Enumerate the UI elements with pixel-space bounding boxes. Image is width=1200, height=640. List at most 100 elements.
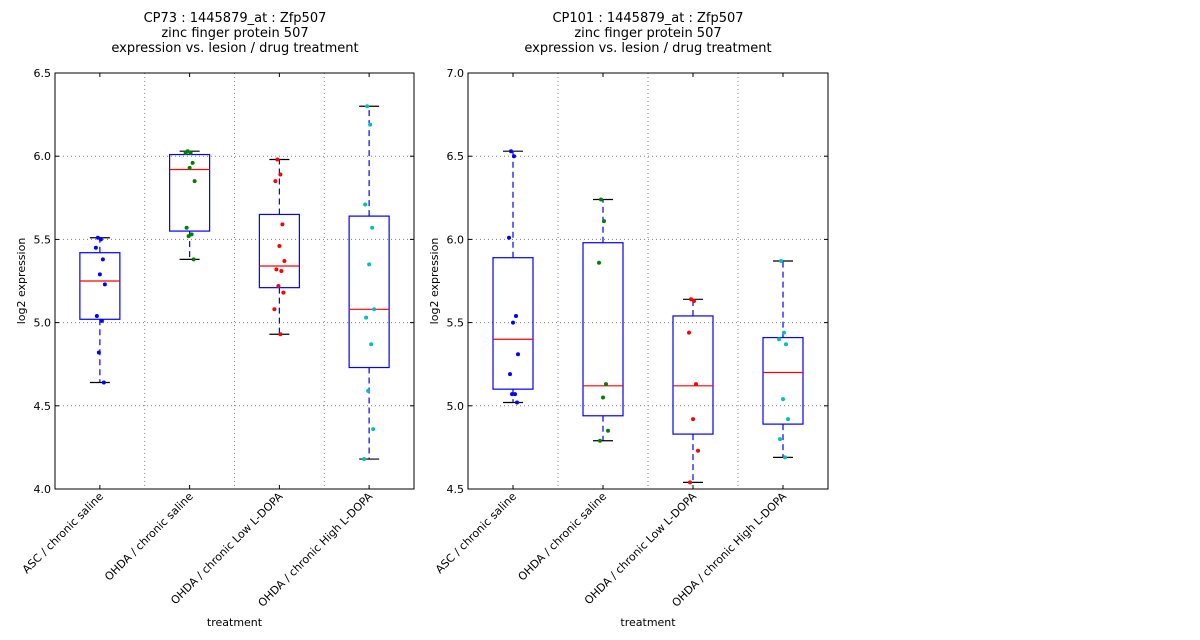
data-point (687, 330, 691, 335)
data-point (606, 428, 610, 433)
box-iqr (348, 215, 390, 369)
box-iqr (582, 242, 624, 417)
data-point (362, 457, 367, 462)
chart-title-line: zinc finger protein 507 (161, 26, 308, 41)
data-point (511, 320, 515, 325)
data-point (280, 222, 285, 227)
data-point (371, 427, 376, 432)
data-point (370, 225, 375, 230)
data-point (515, 400, 519, 405)
data-point (274, 267, 279, 272)
y-tick-label: 4.5 (34, 400, 52, 413)
data-point (507, 235, 511, 240)
data-point (696, 448, 700, 453)
data-point (513, 392, 517, 397)
data-point (781, 397, 785, 402)
data-point (509, 149, 513, 154)
chart-title-line: CP101 : 1445879_at : Zfp507 (552, 11, 743, 26)
data-point (365, 104, 370, 109)
plot-frame (54, 72, 415, 490)
chart-title-line: expression vs. lesion / drug treatment (524, 41, 771, 56)
box-iqr (492, 257, 534, 390)
y-tick-label: 6.0 (447, 233, 465, 246)
y-tick-label: 4.0 (34, 483, 52, 496)
data-point (601, 395, 605, 400)
data-point (508, 372, 512, 377)
data-point (191, 257, 196, 262)
data-point (688, 480, 692, 485)
data-point (778, 437, 782, 442)
y-tick-label: 7.0 (447, 67, 465, 80)
data-point (189, 232, 194, 237)
chart-title-line: expression vs. lesion / drug treatment (111, 41, 358, 56)
chart-title-line: CP73 : 1445879_at : Zfp507 (144, 11, 327, 26)
data-point (784, 342, 788, 347)
y-tick-label: 4.5 (447, 483, 465, 496)
box-group-3 (672, 297, 714, 485)
y-tick-label: 5.5 (447, 317, 465, 330)
data-point (367, 262, 372, 267)
data-point (689, 297, 693, 302)
x-tick-label: ASC / chronic saline (433, 490, 519, 576)
data-point (278, 332, 283, 337)
x-axis-label: treatment (207, 616, 263, 629)
box-group-1 (79, 235, 121, 385)
box-iqr (762, 336, 804, 425)
y-tick-label: 6.5 (34, 67, 52, 80)
data-point (187, 165, 192, 170)
data-point (598, 438, 602, 443)
chart-title-line: zinc finger protein 507 (574, 26, 721, 41)
data-point (100, 257, 105, 262)
data-point (186, 234, 191, 239)
data-point (99, 318, 104, 323)
data-point (364, 315, 369, 320)
y-tick-label: 5.5 (34, 233, 52, 246)
data-point (602, 219, 606, 224)
box-group-2 (582, 197, 624, 443)
data-point (272, 307, 277, 312)
box-group-3 (258, 157, 300, 337)
data-point (514, 313, 518, 318)
data-point (363, 202, 368, 207)
x-axis-label: treatment (620, 616, 676, 629)
data-point (372, 307, 377, 312)
data-point (184, 225, 189, 230)
y-axis-label: log2 expression (428, 238, 441, 325)
data-point (96, 350, 101, 355)
x-tick-label: ASC / chronic saline (20, 490, 106, 576)
data-point (101, 380, 106, 385)
x-tick-label: OHDA / chronic saline (102, 490, 196, 584)
data-point (278, 172, 283, 177)
data-point (516, 352, 520, 357)
data-point (281, 290, 286, 295)
data-point (368, 122, 373, 127)
data-point (98, 237, 103, 242)
data-point (366, 388, 371, 393)
y-tick-label: 6.0 (34, 150, 52, 163)
box-group-1 (492, 149, 534, 405)
data-point (102, 282, 107, 287)
data-point (93, 245, 98, 250)
data-point (779, 259, 783, 264)
data-point (691, 417, 695, 422)
x-tick-label: OHDA / chronic saline (516, 490, 610, 584)
data-point (692, 298, 696, 303)
data-point (783, 455, 787, 460)
data-point (279, 269, 284, 274)
y-tick-label: 6.5 (447, 150, 465, 163)
data-point (183, 150, 188, 155)
data-point (777, 337, 781, 342)
data-point (94, 313, 99, 318)
plot-frame (467, 72, 829, 490)
data-point (97, 272, 102, 277)
y-axis-label: log2 expression (15, 238, 28, 325)
data-point (782, 330, 786, 335)
data-point (277, 244, 282, 249)
data-point (188, 150, 193, 155)
box-iqr (79, 252, 121, 320)
data-point (192, 179, 197, 184)
box-group-2 (169, 149, 211, 262)
